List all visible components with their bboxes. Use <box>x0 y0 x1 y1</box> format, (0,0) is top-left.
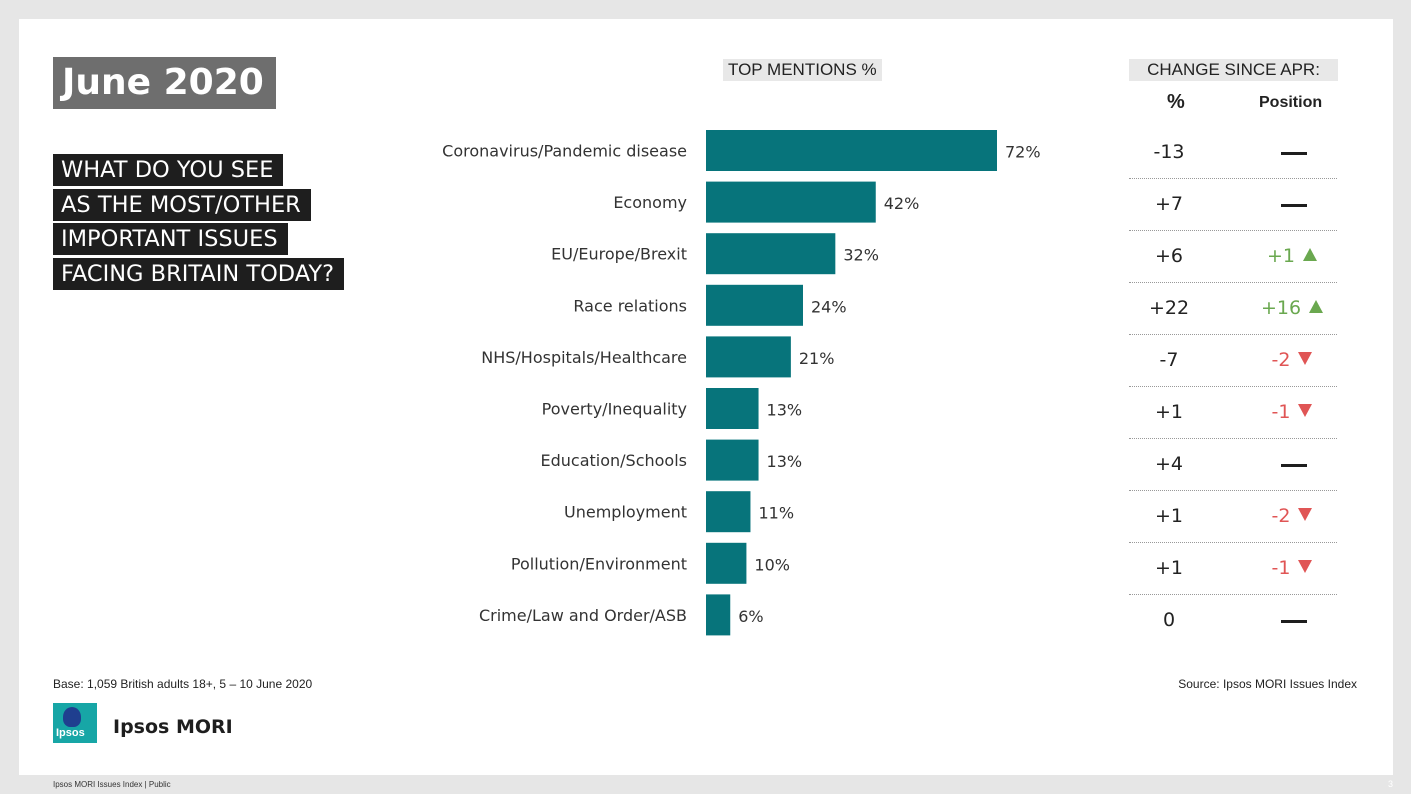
change-position: -2 <box>1237 349 1347 371</box>
position-value: -2 <box>1271 505 1291 527</box>
bar <box>706 594 731 636</box>
change-header: CHANGE SINCE APR: <box>1129 59 1338 81</box>
change-row: +6 +1 <box>1129 231 1337 283</box>
position-value: +16 <box>1260 297 1302 319</box>
value-label: 21% <box>799 349 835 368</box>
bar <box>706 284 803 326</box>
position-value: +1 <box>1266 245 1295 267</box>
category-label: Economy <box>613 193 687 212</box>
category-label: Race relations <box>573 296 687 315</box>
logo-text: Ipsos <box>56 727 85 739</box>
question-line: WHAT DO YOU SEE <box>53 154 284 186</box>
change-col-pct: % <box>1167 91 1185 113</box>
value-label: 13% <box>767 401 803 420</box>
change-position: +1 <box>1237 245 1347 267</box>
bar-chart: Coronavirus/Pandemic disease 72% Economy 42… <box>442 130 1041 636</box>
change-position: +16 <box>1237 297 1347 319</box>
triangle-up-icon <box>1303 248 1317 261</box>
change-pct: 0 <box>1162 609 1176 631</box>
category-label: Education/Schools <box>541 451 688 470</box>
question-line: FACING BRITAIN TODAY? <box>53 257 345 290</box>
no-change-dash-icon <box>1281 464 1307 467</box>
value-label: 10% <box>754 555 790 574</box>
category-label: Pollution/Environment <box>511 554 687 573</box>
bar <box>706 233 836 275</box>
triangle-down-icon <box>1298 352 1313 365</box>
bar <box>706 181 876 223</box>
no-change-dash-icon <box>1281 204 1307 207</box>
bar <box>706 336 791 378</box>
change-position: -1 <box>1237 401 1347 423</box>
bar <box>706 491 751 533</box>
category-label: EU/Europe/Brexit <box>551 245 687 264</box>
category-label: Unemployment <box>564 503 687 522</box>
slide: June 2020 WHAT DO YOU SEE AS THE MOST/OT… <box>19 19 1393 775</box>
chart-header: TOP MENTIONS % <box>723 59 882 81</box>
change-row: 0 <box>1129 595 1337 647</box>
no-change-dash-icon <box>1281 152 1307 155</box>
change-row: +1 -1 <box>1129 543 1337 595</box>
page-title: June 2020 <box>53 57 276 109</box>
change-pct: -7 <box>1159 349 1179 371</box>
change-pct: +1 <box>1154 401 1183 423</box>
question-line: AS THE MOST/OTHER <box>53 188 311 221</box>
value-label: 13% <box>767 452 803 471</box>
change-col-position: Position <box>1259 94 1323 111</box>
bar <box>706 388 759 429</box>
triangle-down-icon <box>1298 560 1313 573</box>
category-label: Coronavirus/Pandemic disease <box>442 142 687 161</box>
no-change-dash-icon <box>1281 620 1307 623</box>
brand-name: Ipsos MORI <box>113 716 233 738</box>
value-label: 24% <box>811 297 847 316</box>
change-row: +1 -1 <box>1129 387 1337 439</box>
value-label: 42% <box>884 194 920 213</box>
bar <box>706 130 997 171</box>
page-number: 3 <box>1388 779 1394 789</box>
position-value: -2 <box>1271 349 1291 371</box>
change-pct: +22 <box>1148 297 1190 319</box>
change-row: -13 <box>1129 127 1337 179</box>
change-position: -1 <box>1237 557 1347 579</box>
footer-text: Ipsos MORI Issues Index | Public <box>53 780 171 789</box>
change-position: -2 <box>1237 505 1347 527</box>
change-pct: +1 <box>1154 557 1183 579</box>
category-label: NHS/Hospitals/Healthcare <box>481 348 687 367</box>
category-label: Crime/Law and Order/ASB <box>479 606 687 625</box>
bar <box>706 542 747 584</box>
change-pct: +4 <box>1154 453 1183 475</box>
source-note: Source: Ipsos MORI Issues Index <box>1178 677 1357 691</box>
triangle-down-icon <box>1298 404 1313 417</box>
position-value: -1 <box>1271 557 1291 579</box>
value-label: 11% <box>758 504 794 523</box>
value-label: 72% <box>1005 143 1041 162</box>
ipsos-logo: Ipsos <box>53 703 97 743</box>
change-row: -7 -2 <box>1129 335 1337 387</box>
triangle-up-icon <box>1309 300 1324 313</box>
triangle-down-icon <box>1298 508 1313 521</box>
question-line: IMPORTANT ISSUES <box>53 223 288 255</box>
change-pct: +1 <box>1154 505 1183 527</box>
change-row: +1 -2 <box>1129 491 1337 543</box>
base-note: Base: 1,059 British adults 18+, 5 – 10 J… <box>53 677 313 691</box>
change-row: +7 <box>1129 179 1337 231</box>
change-row: +4 <box>1129 439 1337 491</box>
question-block: WHAT DO YOU SEE AS THE MOST/OTHER IMPORT… <box>53 154 345 292</box>
logo-mark-icon <box>63 707 81 727</box>
value-label: 6% <box>738 607 763 626</box>
change-pct: +7 <box>1154 193 1183 215</box>
bar <box>706 439 759 481</box>
change-pct: -13 <box>1153 141 1185 163</box>
change-pct: +6 <box>1154 245 1183 267</box>
value-label: 32% <box>843 246 879 265</box>
change-row: +22 +16 <box>1129 283 1337 335</box>
category-label: Poverty/Inequality <box>542 400 687 419</box>
position-value: -1 <box>1271 401 1291 423</box>
